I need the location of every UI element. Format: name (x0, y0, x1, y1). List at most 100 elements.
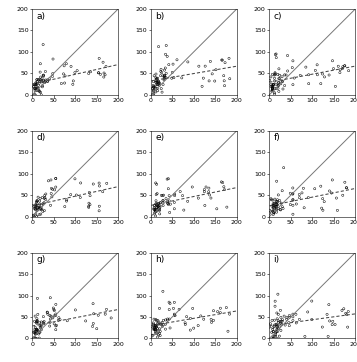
Point (290, 185, 296, 191)
Point (40, 72, 46, 78)
Point (270, 202, 276, 208)
Point (39, 319, 44, 325)
Point (280, 86, 286, 92)
Point (35, 194, 41, 200)
Point (272, 71, 278, 76)
Point (64, 198, 69, 204)
Point (276, 66, 282, 72)
Point (213, 67, 219, 73)
Point (332, 84, 338, 89)
Point (217, 305, 223, 311)
Point (330, 58, 335, 64)
Point (33, 207, 39, 213)
Point (277, 320, 283, 326)
Point (40, 79, 46, 85)
Point (153, 78, 159, 84)
Point (157, 200, 163, 206)
Point (272, 91, 277, 97)
Point (41, 200, 47, 206)
Point (151, 85, 157, 91)
Point (170, 70, 175, 75)
Point (297, 195, 302, 201)
Point (154, 202, 160, 208)
Point (155, 201, 161, 206)
Point (305, 309, 311, 315)
Point (57, 317, 63, 323)
Point (86, 190, 92, 195)
Point (40, 319, 46, 325)
Point (30, 202, 35, 208)
Point (160, 289, 166, 294)
Point (37, 329, 43, 335)
Point (32, 86, 38, 92)
Point (39, 202, 44, 208)
Point (100, 189, 106, 195)
Point (271, 210, 277, 216)
Point (163, 75, 169, 80)
Point (320, 71, 325, 77)
Point (34, 336, 39, 341)
Point (270, 201, 276, 207)
Point (280, 79, 285, 84)
Point (151, 73, 157, 79)
Point (270, 205, 276, 211)
Point (344, 312, 350, 317)
Point (153, 317, 159, 323)
Point (163, 196, 169, 202)
Point (101, 70, 107, 76)
Point (273, 202, 279, 207)
Point (33, 336, 39, 341)
Point (280, 79, 285, 84)
Point (152, 323, 158, 329)
Point (161, 192, 166, 198)
Point (72, 176, 78, 182)
Point (30, 212, 36, 218)
Point (190, 306, 196, 311)
Point (329, 322, 335, 328)
Point (152, 84, 158, 90)
Point (153, 180, 159, 186)
Point (221, 184, 227, 190)
Point (74, 192, 79, 198)
Point (153, 198, 159, 204)
Point (343, 185, 349, 191)
Point (154, 78, 160, 84)
Point (324, 312, 330, 317)
Point (339, 307, 345, 313)
Point (278, 200, 284, 206)
Point (44, 310, 50, 315)
Point (283, 72, 289, 78)
Point (95, 312, 101, 318)
Point (276, 79, 282, 85)
Point (340, 66, 345, 72)
Point (314, 62, 320, 68)
Point (42, 78, 48, 84)
Point (270, 325, 276, 331)
Point (272, 201, 278, 207)
Point (38, 74, 44, 80)
Point (34, 214, 40, 219)
Point (33, 206, 39, 212)
Point (271, 81, 276, 87)
Point (47, 313, 53, 319)
Point (287, 202, 293, 207)
Point (96, 180, 102, 186)
Point (221, 73, 227, 79)
Point (35, 311, 41, 317)
Text: c): c) (273, 12, 282, 21)
Point (290, 317, 296, 323)
Point (153, 330, 159, 336)
Point (278, 307, 283, 313)
Point (100, 59, 106, 65)
Point (161, 75, 167, 80)
Point (40, 201, 46, 207)
Point (275, 82, 281, 88)
Point (156, 203, 162, 209)
Point (35, 85, 40, 91)
Point (227, 311, 232, 317)
Point (172, 193, 177, 198)
Point (333, 195, 339, 201)
Point (51, 313, 57, 319)
Point (34, 331, 40, 336)
Point (36, 331, 42, 337)
